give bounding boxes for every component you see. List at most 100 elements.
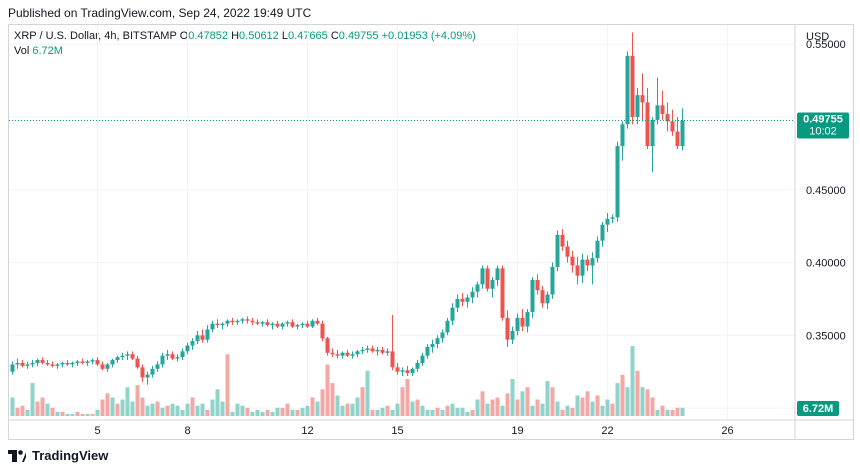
candle	[500, 265, 505, 321]
volume-bar	[270, 411, 275, 416]
volume-bar	[490, 399, 495, 416]
time-tick-label: 15	[391, 425, 403, 437]
candle	[330, 348, 335, 358]
candle	[585, 255, 590, 272]
tradingview-footer[interactable]: TradingView	[8, 448, 108, 463]
volume-bar	[470, 409, 475, 416]
candle	[680, 108, 685, 151]
candle	[70, 361, 75, 368]
candle	[540, 285, 545, 308]
candle	[580, 253, 585, 283]
candle-body	[160, 355, 165, 365]
volume-bar	[265, 409, 270, 416]
candle-body	[590, 258, 595, 266]
candle-body	[210, 323, 215, 330]
candle-body	[360, 349, 365, 352]
candle	[495, 265, 500, 286]
volume-bar	[230, 411, 235, 416]
volume-bar	[410, 401, 415, 416]
candle	[130, 351, 135, 361]
bar-countdown: 10:02	[809, 126, 837, 138]
candle	[210, 320, 215, 333]
candle-body	[670, 121, 675, 132]
volume-bar	[395, 403, 400, 416]
volume-bar	[445, 405, 450, 416]
candle	[405, 365, 410, 377]
candle-body	[355, 351, 360, 355]
volume-bar	[65, 413, 70, 416]
candle	[625, 51, 630, 129]
candle	[170, 351, 175, 361]
candle	[125, 351, 130, 361]
volume-bar	[210, 399, 215, 416]
volume-bar	[220, 401, 225, 416]
volume-bar	[665, 409, 670, 416]
candle	[360, 346, 365, 355]
time-tick-label: 5	[94, 425, 100, 437]
candle-body	[255, 322, 260, 324]
open-label: O	[179, 30, 189, 42]
volume-bar	[215, 389, 220, 416]
candle	[560, 229, 565, 251]
volume-bar	[70, 413, 75, 416]
candle	[105, 362, 110, 372]
last-price-value: 0.49755	[803, 114, 843, 126]
candle	[95, 357, 100, 366]
volume-bar	[605, 399, 610, 416]
candle-body	[295, 325, 300, 327]
volume-bar	[660, 405, 665, 416]
candle-body	[580, 259, 585, 276]
candle	[260, 320, 265, 327]
volume-bar	[100, 399, 105, 416]
volume-bar	[245, 407, 250, 416]
volume-bars	[10, 346, 685, 416]
candle	[425, 344, 430, 359]
candle	[265, 319, 270, 327]
candle	[345, 349, 350, 358]
chart-frame[interactable]	[8, 24, 854, 440]
time-axis-ticks: 5 8 12 15 19 22 26	[94, 425, 733, 437]
grid-lines	[9, 25, 795, 420]
candle	[645, 87, 650, 149]
candle	[310, 319, 315, 329]
candle	[115, 355, 120, 363]
candle	[50, 361, 55, 368]
candle	[665, 102, 670, 132]
candle	[505, 310, 510, 347]
candle-body	[145, 374, 150, 378]
candle-body	[55, 364, 60, 366]
candle-body	[540, 290, 545, 304]
candle	[220, 322, 225, 330]
volume-bar	[645, 389, 650, 416]
candle	[510, 326, 515, 345]
volume-bar	[480, 391, 485, 416]
candle-body	[10, 364, 15, 372]
candle-body	[400, 370, 405, 372]
volume-bar	[555, 401, 560, 416]
candle-body	[300, 323, 305, 326]
candle-body	[50, 364, 55, 366]
volume-bar	[380, 407, 385, 416]
candle-body	[235, 320, 240, 323]
candle	[675, 116, 680, 149]
candle-body	[325, 338, 330, 353]
volume-bar	[130, 401, 135, 416]
volume-bar	[570, 407, 575, 416]
candle	[660, 90, 665, 120]
candle-body	[505, 317, 510, 340]
volume-bar	[295, 409, 300, 416]
volume-bar	[120, 399, 125, 416]
candle	[205, 325, 210, 343]
symbol-name: XRP / U.S. Dollar, 4h, BITSTAMP	[14, 30, 177, 42]
candle	[185, 342, 190, 355]
candle-body	[230, 320, 235, 323]
candle-body	[315, 320, 320, 324]
volume-bar	[190, 397, 195, 416]
volume-bar	[75, 411, 80, 416]
volume-bar	[140, 397, 145, 416]
volume-bar	[105, 393, 110, 416]
volume-bar	[420, 405, 425, 416]
candle	[630, 32, 635, 125]
candle	[325, 336, 330, 356]
